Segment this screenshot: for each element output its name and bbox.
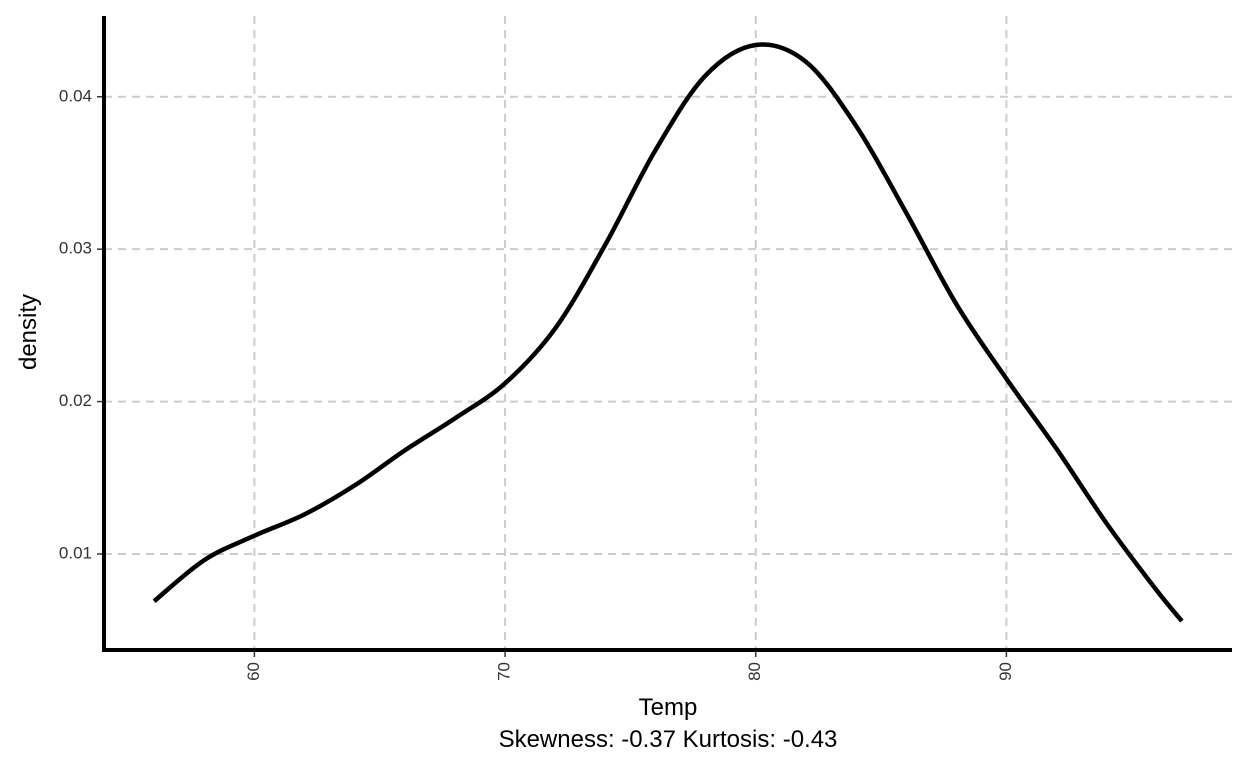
y-tick-label-0.04: 0.04 — [59, 86, 92, 105]
grid — [104, 16, 1232, 650]
x-tick-label-80: 80 — [745, 662, 764, 681]
x-tick-label-60: 60 — [244, 662, 263, 681]
chart-subtitle: Skewness: -0.37 Kurtosis: -0.43 — [499, 726, 838, 753]
y-tick-label-0.02: 0.02 — [59, 391, 92, 410]
x-tick-label-70: 70 — [495, 662, 514, 681]
density-curve-line — [152, 42, 1184, 623]
y-tick-label-0.03: 0.03 — [59, 239, 92, 258]
x-tick-label-90: 90 — [996, 662, 1015, 681]
y-tick-label-0.01: 0.01 — [59, 543, 92, 562]
x-axis-title: Temp — [639, 694, 698, 721]
axes — [102, 16, 1232, 652]
series — [152, 42, 1184, 623]
y-axis-title: density — [15, 294, 42, 370]
ticks: 60 70 80 90 0.01 0.02 0.03 0.04 — [59, 86, 1015, 681]
